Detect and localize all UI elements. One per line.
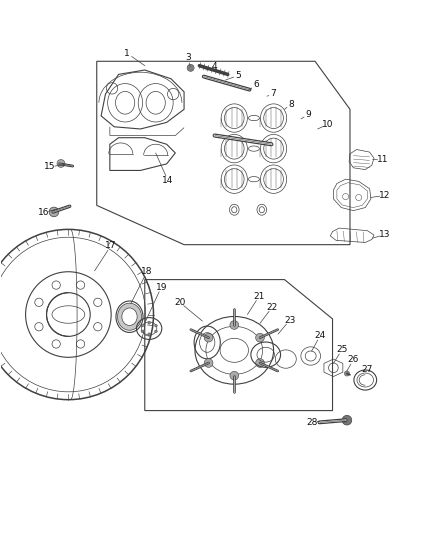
Ellipse shape — [117, 303, 141, 330]
Ellipse shape — [122, 308, 137, 326]
Circle shape — [141, 330, 144, 333]
Circle shape — [230, 372, 239, 380]
Text: 15: 15 — [44, 163, 55, 172]
Circle shape — [148, 321, 150, 324]
Text: 28: 28 — [306, 418, 317, 427]
Circle shape — [57, 159, 65, 167]
Circle shape — [230, 321, 239, 329]
Circle shape — [256, 333, 265, 342]
Text: 26: 26 — [348, 355, 359, 364]
Text: 9: 9 — [306, 110, 311, 119]
Text: 18: 18 — [141, 267, 153, 276]
Circle shape — [141, 325, 144, 327]
Text: 14: 14 — [162, 176, 173, 185]
Circle shape — [342, 415, 352, 425]
Text: 10: 10 — [322, 120, 334, 128]
Text: 20: 20 — [174, 298, 185, 307]
Text: 5: 5 — [236, 71, 241, 80]
Circle shape — [344, 371, 350, 376]
Circle shape — [204, 359, 213, 367]
Circle shape — [187, 64, 194, 71]
Circle shape — [49, 207, 59, 217]
Text: 13: 13 — [379, 230, 391, 239]
Text: 25: 25 — [336, 345, 348, 354]
Circle shape — [204, 333, 213, 342]
Circle shape — [155, 330, 157, 333]
Text: 8: 8 — [288, 100, 294, 109]
Text: 3: 3 — [186, 53, 191, 62]
Text: 19: 19 — [155, 282, 167, 292]
Circle shape — [148, 333, 150, 335]
Text: 4: 4 — [212, 62, 217, 71]
Text: 11: 11 — [377, 156, 389, 165]
Text: 21: 21 — [254, 292, 265, 301]
Text: 6: 6 — [253, 80, 259, 90]
Text: 12: 12 — [379, 191, 391, 200]
Text: 27: 27 — [361, 365, 372, 374]
Text: 1: 1 — [124, 49, 130, 58]
Text: 16: 16 — [38, 208, 49, 217]
Text: 22: 22 — [267, 303, 278, 312]
Text: 7: 7 — [271, 89, 276, 98]
Circle shape — [256, 359, 265, 367]
Text: 17: 17 — [105, 241, 117, 251]
Text: 23: 23 — [284, 316, 295, 325]
Circle shape — [155, 325, 157, 327]
Text: 24: 24 — [314, 331, 326, 340]
